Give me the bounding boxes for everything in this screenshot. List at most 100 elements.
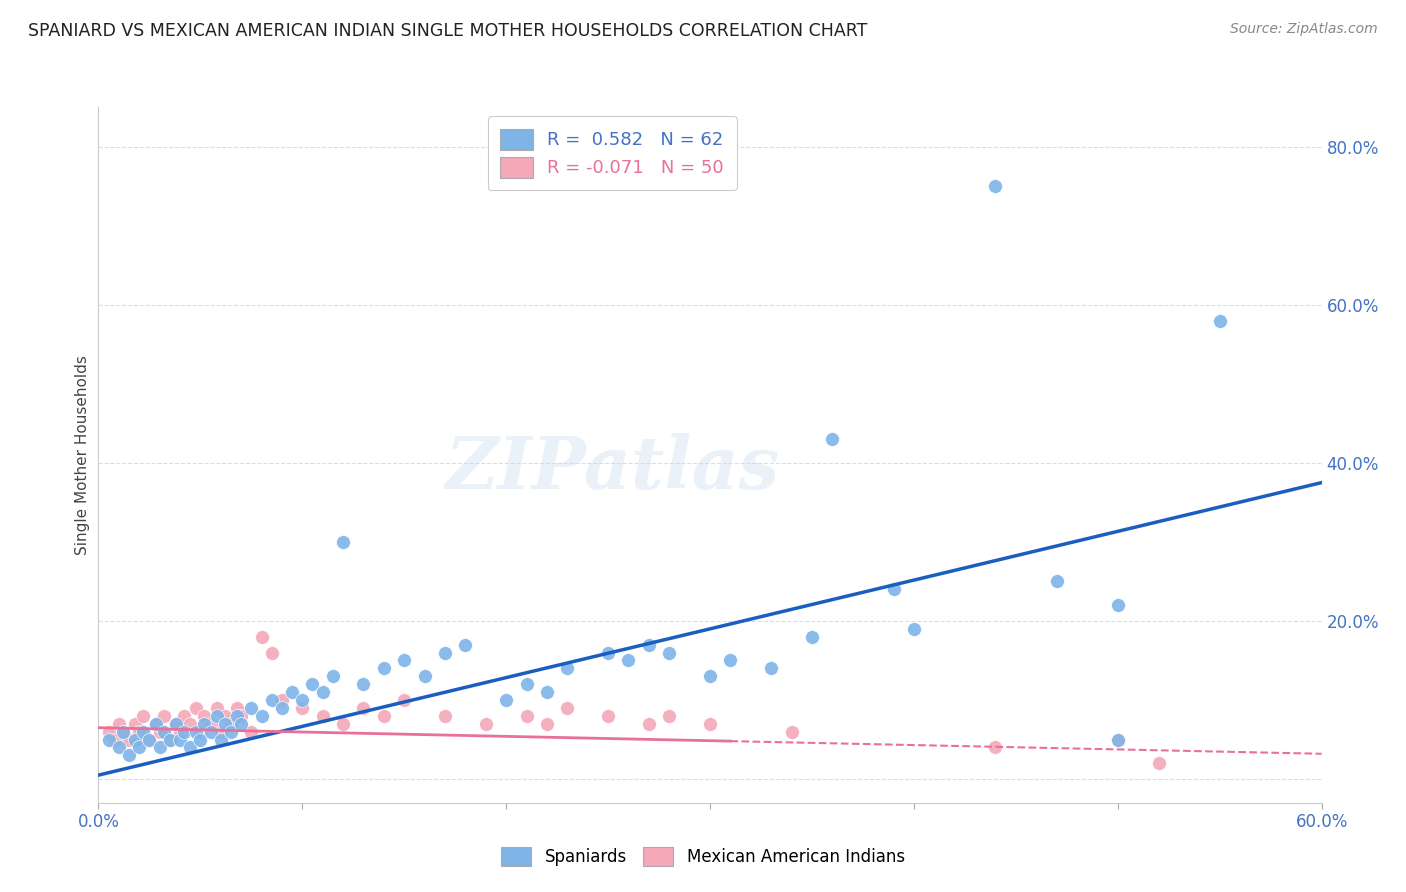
Point	[474, 716, 498, 731]
Point	[516, 677, 538, 691]
Point	[638, 638, 661, 652]
Point	[200, 716, 222, 731]
Point	[149, 740, 172, 755]
Point	[179, 716, 201, 731]
Y-axis label: Single Mother Households: Single Mother Households	[75, 355, 90, 555]
Point	[495, 693, 517, 707]
Point	[434, 646, 457, 660]
Point	[658, 708, 681, 723]
Point	[240, 724, 263, 739]
Point	[186, 701, 208, 715]
Point	[260, 646, 283, 660]
Legend: Spaniards, Mexican American Indians: Spaniards, Mexican American Indians	[494, 838, 912, 875]
Point	[173, 724, 195, 739]
Point	[214, 708, 236, 723]
Point	[883, 582, 905, 597]
Point	[124, 716, 146, 731]
Point	[219, 716, 242, 731]
Point	[209, 724, 232, 739]
Point	[780, 724, 803, 739]
Point	[1045, 574, 1069, 589]
Point	[219, 724, 242, 739]
Point	[108, 740, 131, 755]
Point	[270, 693, 294, 707]
Point	[132, 708, 155, 723]
Point	[145, 716, 167, 731]
Point	[984, 179, 1007, 194]
Point	[250, 630, 273, 644]
Point	[111, 724, 134, 739]
Point	[434, 708, 457, 723]
Point	[373, 708, 395, 723]
Point	[128, 740, 150, 755]
Point	[699, 669, 721, 683]
Point	[984, 740, 1007, 755]
Point	[226, 708, 249, 723]
Point	[165, 716, 187, 731]
Point	[454, 638, 477, 652]
Point	[332, 716, 354, 731]
Point	[169, 732, 191, 747]
Point	[598, 708, 620, 723]
Point	[188, 732, 212, 747]
Point	[557, 701, 579, 715]
Point	[598, 646, 620, 660]
Point	[903, 622, 925, 636]
Point	[159, 732, 181, 747]
Point	[392, 653, 416, 667]
Point	[169, 724, 191, 739]
Point	[1107, 598, 1129, 612]
Point	[200, 724, 222, 739]
Point	[205, 701, 228, 715]
Point	[1209, 313, 1232, 327]
Point	[193, 716, 215, 731]
Point	[179, 740, 201, 755]
Point	[291, 693, 314, 707]
Point	[1107, 732, 1129, 747]
Point	[413, 669, 436, 683]
Point	[118, 732, 141, 747]
Point	[658, 646, 681, 660]
Point	[373, 661, 395, 675]
Point	[193, 708, 215, 723]
Point	[226, 701, 249, 715]
Point	[173, 708, 195, 723]
Point	[638, 716, 661, 731]
Point	[352, 701, 374, 715]
Point	[97, 724, 120, 739]
Point	[240, 701, 263, 715]
Point	[291, 701, 314, 715]
Point	[128, 724, 150, 739]
Point	[231, 708, 253, 723]
Point	[322, 669, 344, 683]
Point	[214, 716, 236, 731]
Point	[516, 708, 538, 723]
Point	[111, 724, 134, 739]
Point	[392, 693, 416, 707]
Point	[165, 716, 187, 731]
Point	[332, 534, 354, 549]
Point	[301, 677, 323, 691]
Point	[205, 708, 228, 723]
Point	[260, 693, 283, 707]
Point	[699, 716, 721, 731]
Point	[209, 732, 232, 747]
Legend: R =  0.582   N = 62, R = -0.071   N = 50: R = 0.582 N = 62, R = -0.071 N = 50	[488, 116, 737, 190]
Point	[118, 748, 141, 763]
Point	[312, 685, 335, 699]
Point	[821, 432, 844, 446]
Text: ZIPatlas: ZIPatlas	[446, 434, 779, 504]
Point	[801, 630, 824, 644]
Point	[159, 732, 181, 747]
Point	[152, 724, 174, 739]
Point	[1107, 732, 1129, 747]
Point	[281, 685, 304, 699]
Point	[761, 661, 783, 675]
Point	[250, 708, 273, 723]
Text: SPANIARD VS MEXICAN AMERICAN INDIAN SINGLE MOTHER HOUSEHOLDS CORRELATION CHART: SPANIARD VS MEXICAN AMERICAN INDIAN SING…	[28, 22, 868, 40]
Point	[536, 685, 558, 699]
Point	[186, 724, 208, 739]
Point	[138, 732, 160, 747]
Point	[617, 653, 640, 667]
Point	[145, 716, 167, 731]
